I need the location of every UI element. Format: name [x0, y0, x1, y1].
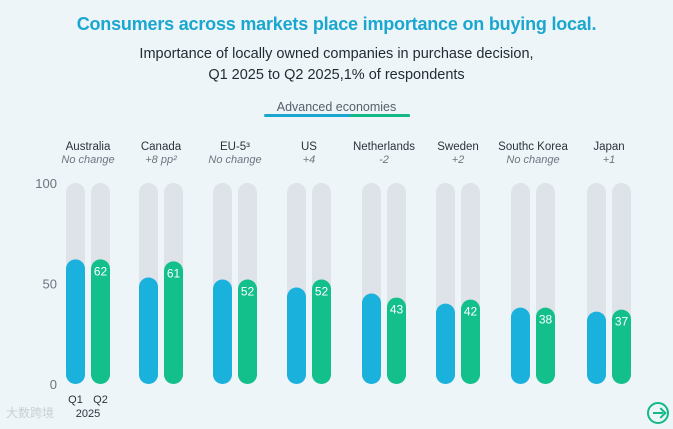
category-label: Netherlands — [353, 141, 415, 153]
y-tick-label: 100 — [35, 176, 57, 191]
watermark: 大数跨境 — [6, 406, 55, 420]
bar-q2 — [164, 261, 183, 384]
bar-value-label: 43 — [390, 303, 404, 317]
y-tick-label: 0 — [50, 377, 57, 392]
bar-q1 — [213, 279, 232, 384]
bar-q1 — [362, 293, 381, 384]
bar-q2 — [91, 259, 110, 384]
change-label: No change — [506, 154, 559, 166]
category-label: US — [301, 141, 317, 153]
x-tick-label: Q2 — [93, 394, 108, 406]
change-label: +4 — [303, 154, 316, 166]
bar-value-label: 42 — [464, 305, 478, 319]
bar-q2 — [536, 307, 555, 384]
group-label-underline — [264, 114, 410, 117]
bar-q2 — [312, 279, 331, 384]
bar-value-label: 62 — [94, 264, 108, 278]
bar-q2 — [387, 297, 406, 384]
bar-q1 — [511, 307, 530, 384]
subtitle-line-2: Q1 2025 to Q2 2025,1% of respondents — [208, 67, 465, 83]
bar-q2 — [612, 309, 631, 384]
bar-value-label: 52 — [241, 284, 255, 298]
category-label: Japan — [593, 141, 624, 153]
group-label-text: Advanced economies — [276, 100, 397, 114]
change-label: +1 — [603, 154, 616, 166]
bar-q1 — [587, 311, 606, 384]
bar-value-label: 37 — [615, 315, 629, 329]
x-tick-label: Q1 — [68, 394, 83, 406]
subtitle-line-1: Importance of locally owned companies in… — [139, 46, 534, 62]
change-label: +2 — [452, 154, 465, 166]
bar-q2 — [238, 279, 257, 384]
x-axis-label: 2025 — [76, 408, 100, 420]
change-label: No change — [208, 154, 261, 166]
chart-title: Consumers across markets place importanc… — [76, 14, 597, 34]
change-label: -2 — [379, 154, 389, 166]
chart-subtitle: Importance of locally owned companies in… — [0, 44, 673, 86]
bar-q2 — [461, 299, 480, 384]
group-label: Advanced economies — [0, 100, 673, 114]
bar-q1 — [139, 277, 158, 384]
bar-q1 — [436, 303, 455, 384]
category-label: Canada — [141, 141, 182, 153]
change-label: No change — [61, 154, 114, 166]
category-label: Australia — [66, 141, 111, 153]
change-label: +8 pp² — [145, 154, 177, 166]
y-tick-label: 50 — [43, 277, 57, 292]
bar-value-label: 52 — [315, 284, 329, 298]
category-label: EU-5³ — [220, 141, 250, 153]
category-label: Sweden — [437, 141, 479, 153]
next-arrow-icon[interactable] — [647, 402, 669, 424]
bar-value-label: 38 — [539, 313, 553, 327]
bar-q1 — [287, 287, 306, 384]
category-label: Southc Korea — [498, 141, 568, 153]
bar-q1 — [66, 259, 85, 384]
bar-value-label: 61 — [167, 266, 181, 280]
